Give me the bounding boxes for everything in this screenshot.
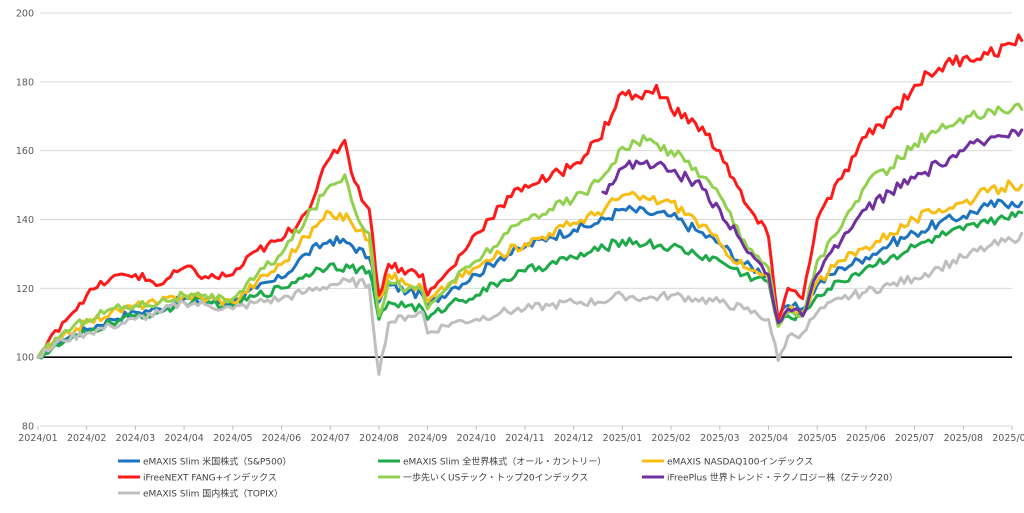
y-tick-label: 160 <box>16 146 34 157</box>
legend-label-0: eMAXIS Slim 米国株式（S&P500） <box>143 456 292 468</box>
x-tick-label: 2024/08 <box>359 433 398 444</box>
x-tick-label: 2025/08 <box>944 433 983 444</box>
legend-label-3: iFreeNEXT FANG+インデックス <box>143 472 277 484</box>
x-tick-label: 2024/09 <box>408 433 447 444</box>
x-tick-label: 2024/06 <box>262 433 301 444</box>
y-tick-label: 200 <box>16 9 34 20</box>
legend-label-2: eMAXIS NASDAQ100インデックス <box>667 456 813 468</box>
series-line-6 <box>36 231 1024 376</box>
y-axis: 80 100 120 140 160 180 200 <box>16 9 34 433</box>
series-line-1 <box>36 210 1024 360</box>
x-tick-label: 2025/03 <box>700 433 739 444</box>
x-tick-label: 2024/04 <box>164 433 203 444</box>
x-tick-label: 2024/02 <box>67 433 106 444</box>
x-tick-label: 2025/07 <box>895 433 934 444</box>
y-tick-label: 120 <box>16 284 34 295</box>
x-tick-label: 2024/03 <box>116 433 155 444</box>
x-tick-label: 2024/01 <box>18 433 57 444</box>
x-tick-label: 2025/05 <box>797 433 836 444</box>
series-line-3 <box>36 33 1024 359</box>
x-tick-label: 2024/07 <box>310 433 349 444</box>
y-tick-label: 100 <box>16 353 34 364</box>
series-lines <box>36 33 1024 376</box>
legend-label-1: eMAXIS Slim 全世界株式（オール・カントリー） <box>403 456 606 468</box>
x-tick-label: 2024/05 <box>213 433 252 444</box>
series-line-4 <box>36 102 1024 359</box>
legend: eMAXIS Slim 米国株式（S&P500） eMAXIS Slim 全世界株… <box>118 456 898 500</box>
legend-label-6: eMAXIS Slim 国内株式（TOPIX） <box>143 488 283 500</box>
x-tick-label: 2025/09 <box>992 433 1024 444</box>
y-tick-label: 80 <box>22 422 34 433</box>
x-tick-label: 2025/02 <box>651 433 690 444</box>
x-tick-label: 2024/11 <box>505 433 544 444</box>
y-tick-label: 140 <box>16 215 34 226</box>
x-tick-label: 2025/01 <box>603 433 642 444</box>
x-axis: 2024/01 2024/02 2024/03 2024/04 2024/05 2024/… <box>18 426 1024 444</box>
gridlines <box>40 12 1012 427</box>
series-line-5 <box>601 128 1024 325</box>
x-tick-label: 2024/10 <box>457 433 496 444</box>
series-line-2 <box>36 179 1024 359</box>
x-tick-label: 2024/12 <box>554 433 593 444</box>
x-tick-label: 2025/06 <box>846 433 885 444</box>
series-line-0 <box>36 198 1024 359</box>
x-tick-label: 2025/04 <box>749 433 788 444</box>
legend-label-4: 一歩先いくUSテック・トップ20インデックス <box>403 472 588 484</box>
legend-label-5: iFreePlus 世界トレンド・テクノロジー株（Zテック20） <box>667 472 898 484</box>
y-tick-label: 180 <box>16 77 34 88</box>
